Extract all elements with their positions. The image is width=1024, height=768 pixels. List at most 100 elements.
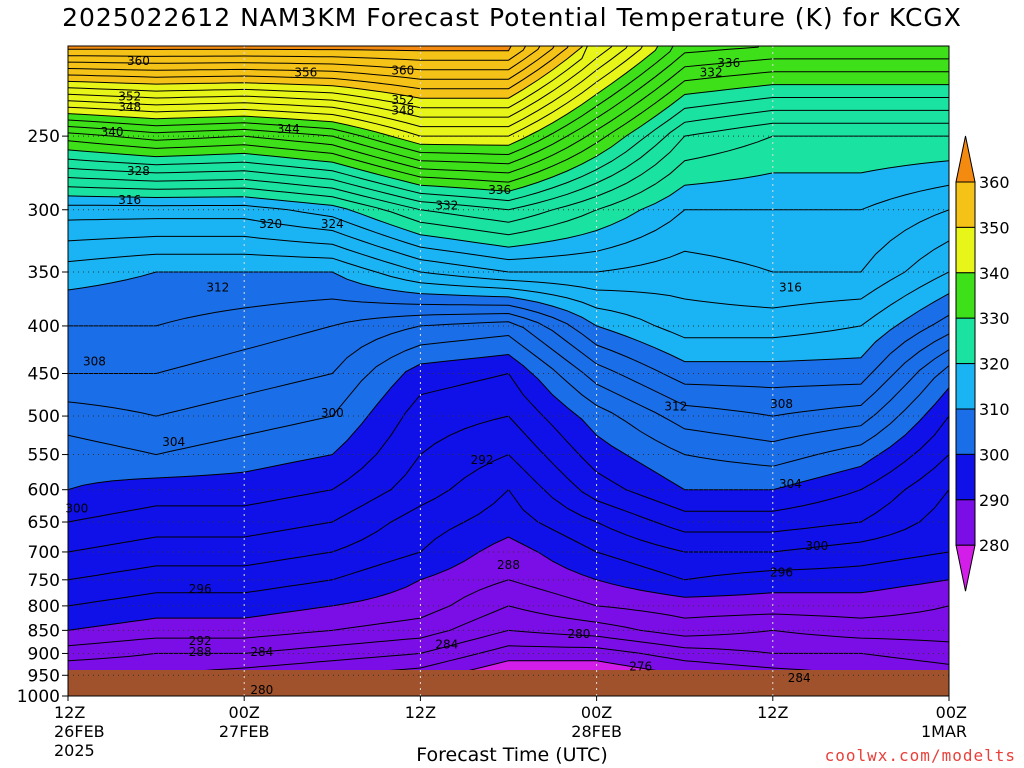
contour-line-280 <box>394 660 785 696</box>
colorbar-label: 330 <box>979 309 1010 328</box>
x-tick-label: 1MAR <box>921 722 967 741</box>
y-tick-label: 700 <box>28 543 60 563</box>
contour-label: 348 <box>391 103 414 117</box>
contour-label: 308 <box>770 397 793 411</box>
contour-label: 348 <box>118 100 141 114</box>
contour-line-328 <box>68 97 949 202</box>
colorbar-box <box>955 408 976 455</box>
contour-line-310 <box>68 271 949 363</box>
y-tick-label: 1000 <box>17 687 60 707</box>
y-tick-label: 500 <box>28 407 60 427</box>
credit-link[interactable]: coolwx.com/modelts <box>824 746 1016 765</box>
contour-line-350 <box>68 46 584 99</box>
contour-line-302 <box>68 334 949 467</box>
y-tick-label: 750 <box>28 571 60 591</box>
contour-line-344 <box>68 46 628 128</box>
y-axis: 250 300 350 400 450 500 550 600 650 700 750 800 850 9… <box>17 127 68 707</box>
contour-label: 288 <box>189 645 212 659</box>
y-tick-label: 950 <box>28 666 60 686</box>
colorbar-box <box>955 317 976 365</box>
colorbar-label: 290 <box>979 491 1010 510</box>
y-tick-label: 850 <box>28 621 60 641</box>
contour-line-322 <box>68 135 949 236</box>
contour-label: 312 <box>664 399 687 413</box>
x-tick-label: 00Z <box>229 703 260 722</box>
contour-label: 296 <box>770 566 793 580</box>
terrain-fill <box>68 670 949 696</box>
contour-line-358 <box>68 46 527 61</box>
contour-label: 352 <box>118 89 141 103</box>
contour-line-360 <box>68 46 512 52</box>
x-tick-label: 26FEB <box>54 722 105 741</box>
colorbar-label: 310 <box>979 400 1010 419</box>
contour-label: 300 <box>65 501 88 515</box>
contour-label: 288 <box>497 558 520 572</box>
x-tick-label: 12Z <box>54 703 85 722</box>
contour-label: 340 <box>101 125 124 139</box>
contour-label: 320 <box>259 217 282 231</box>
contour-label: 280 <box>568 627 591 641</box>
contour-label: 312 <box>206 281 229 295</box>
chart-title: 2025022612 NAM3KM Forecast Potential Tem… <box>62 3 962 32</box>
colorbar-label: 360 <box>979 173 1010 192</box>
colorbar-box <box>955 181 976 228</box>
contour-line-306 <box>68 312 949 417</box>
contour-line-354 <box>68 46 555 80</box>
contour-label: 332 <box>700 65 723 79</box>
colorbar-box <box>955 499 976 546</box>
contour-label: 280 <box>250 683 273 697</box>
plot-frame <box>67 45 950 697</box>
colorbar-label: 320 <box>979 355 1010 374</box>
x-tick-label: 00Z <box>581 703 612 722</box>
contour-label: 292 <box>189 634 212 648</box>
fill-band-350 <box>68 46 949 99</box>
y-tick-label: 550 <box>28 446 60 466</box>
contour-label: 356 <box>294 65 317 79</box>
x-tick-label: 12Z <box>757 703 788 722</box>
x-tick-label: 28FEB <box>571 722 622 741</box>
contour-line-304 <box>68 321 949 443</box>
contour-label: 316 <box>118 193 141 207</box>
contour-line-308 <box>68 298 949 389</box>
x-tick-label: 00Z <box>936 703 967 722</box>
x-tick-label: 27FEB <box>219 722 270 741</box>
contour-line-330 <box>68 84 949 192</box>
contour-label: 304 <box>779 477 802 491</box>
contour-label: 300 <box>805 539 828 553</box>
contour-label: 360 <box>391 64 414 78</box>
contour-label: 296 <box>189 582 212 596</box>
contour-line-300 <box>68 353 949 491</box>
contour-label: 328 <box>127 164 150 178</box>
contour-line-320 <box>68 160 949 248</box>
contour-label: 344 <box>277 122 300 136</box>
y-tick-label: 250 <box>28 127 60 147</box>
contour-label: 284 <box>250 645 273 659</box>
contour-line-334 <box>68 58 949 174</box>
contour-label: 316 <box>779 281 802 295</box>
colorbar-box <box>955 226 976 274</box>
contour-line-352 <box>68 46 569 90</box>
contour-line-336 <box>68 46 760 165</box>
y-tick-label: 400 <box>28 317 60 337</box>
contour-label: 332 <box>435 198 458 212</box>
y-tick-label: 450 <box>28 365 60 385</box>
contour-label: 284 <box>435 637 458 651</box>
colorbar-label: 350 <box>979 218 1010 237</box>
fill-band-360 <box>68 46 949 51</box>
y-tick-label: 900 <box>28 644 60 664</box>
contour-line-282 <box>232 645 932 696</box>
contour-line-312 <box>68 253 949 339</box>
contour-label: 336 <box>717 56 740 70</box>
colorbar-box <box>955 363 976 410</box>
contour-line-338 <box>68 46 674 156</box>
contour-label: 276 <box>629 659 652 673</box>
colorbar: 280 290 300 310 320 330 340 350 360 <box>955 135 1010 592</box>
contour-label: 352 <box>391 93 414 107</box>
contour-line-324 <box>68 122 949 223</box>
contour-label: 304 <box>162 435 185 449</box>
colorbar-label: 300 <box>979 445 1010 464</box>
y-tick-label: 350 <box>28 263 60 283</box>
